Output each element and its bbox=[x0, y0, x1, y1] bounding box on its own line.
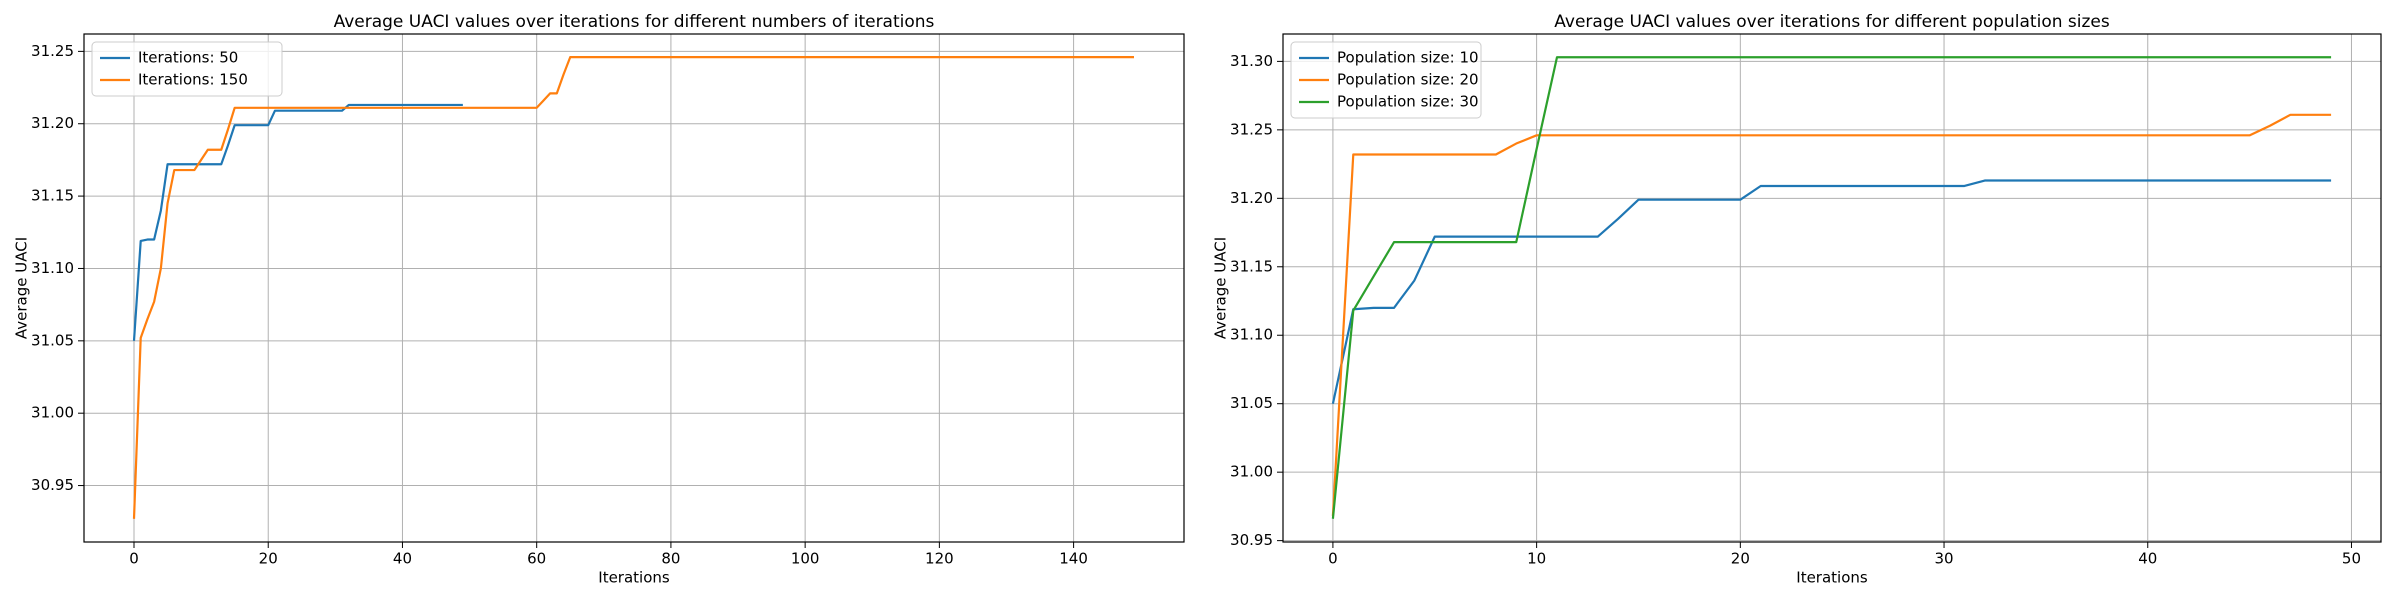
y-tick-label: 31.10 bbox=[1230, 326, 1273, 344]
chart-title: Average UACI values over iterations for … bbox=[1554, 12, 2110, 32]
y-tick-label: 31.10 bbox=[31, 259, 74, 277]
y-tick-label: 31.20 bbox=[1230, 189, 1273, 207]
legend-label: Iterations: 50 bbox=[138, 49, 238, 67]
y-tick-label: 31.00 bbox=[31, 404, 74, 422]
x-tick-label: 20 bbox=[1731, 550, 1750, 568]
line-series bbox=[132, 56, 1134, 519]
legend-label: Population size: 10 bbox=[1337, 49, 1479, 67]
plot-frame bbox=[83, 33, 1185, 543]
y-tick-label: 31.15 bbox=[1230, 257, 1273, 275]
y-axis-label: Average UACI bbox=[13, 237, 31, 339]
legend: Iterations: 50 Iterations: 150 bbox=[91, 41, 283, 97]
x-tick-label: 10 bbox=[1527, 550, 1546, 568]
subplot: 0 20 40 60 80 100 120 140 30.95 31.00 31.05 31.10 31… bbox=[13, 12, 1185, 587]
line-series bbox=[1331, 179, 2332, 404]
y-tick-label: 31.05 bbox=[1230, 394, 1273, 412]
legend-box bbox=[91, 41, 283, 97]
y-tick-label: 31.15 bbox=[31, 187, 74, 205]
x-tick-label: 50 bbox=[2342, 550, 2361, 568]
x-tick-label: 30 bbox=[1934, 550, 1953, 568]
x-tick-label: 0 bbox=[1328, 550, 1338, 568]
y-axis-label: Average UACI bbox=[1212, 237, 1230, 339]
y-tick-label: 31.25 bbox=[1230, 120, 1273, 138]
x-tick-label: 80 bbox=[661, 550, 680, 568]
x-tick-label: 40 bbox=[393, 550, 412, 568]
plot-frame bbox=[1282, 33, 2382, 543]
chart-title: Average UACI values over iterations for … bbox=[334, 12, 935, 32]
x-tick-label: 20 bbox=[259, 550, 278, 568]
line-series bbox=[1331, 56, 2332, 519]
legend: Population size: 10 Population size: 20 Po… bbox=[1290, 41, 1482, 119]
x-tick-label: 100 bbox=[791, 550, 820, 568]
subplot: 0 10 20 30 40 50 30.95 31.00 31.05 31.10 31.15 31.2… bbox=[1212, 12, 2382, 587]
legend-box bbox=[1290, 41, 1482, 119]
x-axis-label: Iterations bbox=[1796, 569, 1868, 587]
y-tick-label: 31.25 bbox=[31, 42, 74, 60]
legend-label: Iterations: 150 bbox=[138, 71, 248, 89]
line-series bbox=[132, 103, 463, 341]
x-tick-label: 60 bbox=[527, 550, 546, 568]
y-tick-label: 30.95 bbox=[31, 476, 74, 494]
y-tick-label: 31.05 bbox=[31, 331, 74, 349]
legend-label: Population size: 20 bbox=[1337, 71, 1479, 89]
x-tick-label: 40 bbox=[2138, 550, 2157, 568]
y-tick-label: 31.20 bbox=[31, 114, 74, 132]
legend-label: Population size: 30 bbox=[1337, 93, 1479, 111]
x-tick-label: 0 bbox=[129, 550, 139, 568]
x-tick-label: 120 bbox=[925, 550, 954, 568]
y-tick-label: 30.95 bbox=[1230, 531, 1273, 549]
y-tick-label: 31.00 bbox=[1230, 463, 1273, 481]
x-tick-label: 140 bbox=[1059, 550, 1088, 568]
y-tick-label: 31.30 bbox=[1230, 52, 1273, 70]
line-series bbox=[1331, 113, 2332, 517]
x-axis-label: Iterations bbox=[598, 569, 670, 587]
